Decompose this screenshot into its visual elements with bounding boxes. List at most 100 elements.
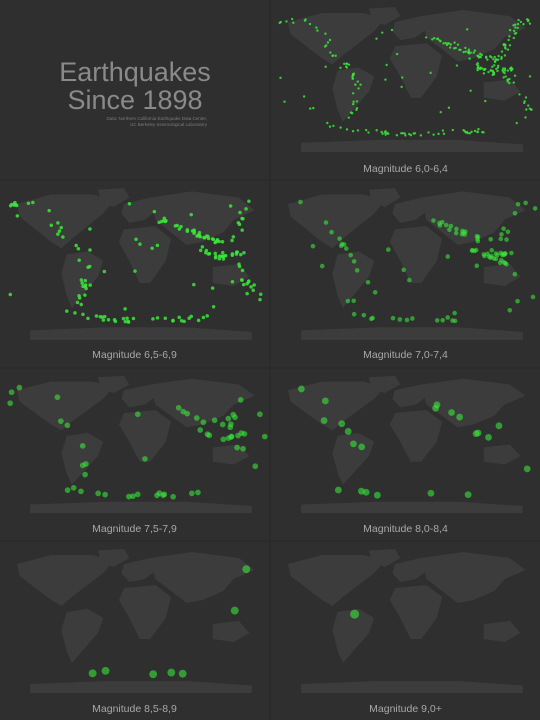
earthquake-dot <box>500 50 504 53</box>
earthquake-dot <box>412 132 415 135</box>
earthquake-dot <box>180 408 187 415</box>
earthquake-dot <box>450 318 455 323</box>
earthquake-dot <box>237 262 241 266</box>
earthquake-dot <box>464 491 472 499</box>
earthquake-dot <box>354 83 357 86</box>
australia-landmass <box>483 79 521 101</box>
panel-caption: Magnitude 8,0-8,4 <box>363 523 448 535</box>
earthquake-dot <box>101 318 106 322</box>
earthquake-dot <box>503 67 507 70</box>
earthquake-dot <box>319 263 325 269</box>
earthquake-dot <box>497 58 500 61</box>
earthquake-dot <box>431 38 434 41</box>
earthquake-dot <box>244 207 248 211</box>
earthquake-dot <box>507 38 510 42</box>
earthquake-dot <box>98 314 103 319</box>
earthquake-dot <box>86 316 90 321</box>
earthquake-dot <box>211 237 216 241</box>
north-america-landmass <box>288 194 385 249</box>
earthquake-dot <box>449 43 453 46</box>
earthquake-dot <box>403 132 406 135</box>
greenland-landmass <box>368 375 401 394</box>
earthquake-dot <box>493 55 496 59</box>
earthquake-dot <box>483 68 486 71</box>
earthquake-dot <box>410 316 415 321</box>
earthquake-dot <box>362 488 370 496</box>
earthquake-dot <box>47 208 51 213</box>
earthquake-dot <box>242 251 246 255</box>
earthquake-dot <box>310 243 316 249</box>
earthquake-dot <box>350 440 357 448</box>
south-america-landmass <box>332 251 375 309</box>
earthquake-dot <box>384 78 387 81</box>
earthquake-dot <box>230 253 235 257</box>
earthquake-dot <box>497 54 500 58</box>
earthquake-dot <box>530 294 536 300</box>
earthquake-dot <box>321 397 329 405</box>
antarctica-landmass <box>301 681 523 693</box>
earthquake-dot <box>472 51 475 54</box>
earthquake-dot <box>334 486 342 494</box>
earthquake-dot <box>370 315 375 321</box>
earthquake-dot <box>70 484 77 491</box>
panel-caption: Magnitude 9,0+ <box>369 703 442 715</box>
earthquake-dot <box>437 220 442 226</box>
earthquake-dot <box>515 201 521 207</box>
earthquake-dot <box>8 292 13 297</box>
africa-landmass <box>389 226 443 283</box>
earthquake-dot <box>79 302 83 307</box>
earthquake-dot <box>196 318 201 323</box>
earthquake-dot <box>290 17 294 21</box>
earthquake-dot <box>439 110 442 114</box>
earthquake-dot <box>197 230 202 235</box>
earthquake-dot <box>502 252 507 258</box>
earthquake-dot <box>205 314 209 318</box>
earthquake-dot <box>481 130 484 134</box>
earthquake-dot <box>189 212 193 217</box>
earthquake-dot <box>150 246 154 251</box>
earthquake-dot <box>513 74 517 77</box>
earthquake-dot <box>7 400 14 407</box>
earthquake-dot <box>498 236 504 242</box>
asia-landmass <box>421 191 526 246</box>
earthquake-dot <box>8 389 15 396</box>
earthquake-dot <box>258 292 263 297</box>
antarctica-landmass <box>30 327 252 340</box>
africa-landmass <box>118 410 172 462</box>
south-america-landmass <box>332 609 375 663</box>
earthquake-dot <box>400 132 403 135</box>
earthquake-dot <box>245 291 249 296</box>
earthquake-dot <box>503 71 506 75</box>
earthquake-dot <box>355 100 359 103</box>
earthquake-dot <box>234 252 239 256</box>
map-panel-mag-8-0: Magnitude 8,0-8,4 <box>271 369 540 540</box>
earthquake-dot <box>484 99 487 103</box>
earthquake-dot <box>285 20 288 23</box>
earthquake-dot <box>152 209 157 214</box>
earthquake-dot <box>427 131 430 134</box>
earthquake-dot <box>79 462 86 469</box>
earthquake-dot <box>88 283 92 287</box>
earthquake-dot <box>508 28 512 32</box>
earthquake-dot <box>532 206 538 211</box>
earthquake-dot <box>61 235 65 239</box>
earthquake-dot <box>221 257 226 261</box>
earthquake-dot <box>121 316 126 321</box>
earthquake-dot <box>200 419 207 426</box>
earthquake-dot <box>436 37 439 41</box>
map-panel-mag-9-0: Magnitude 9,0+ <box>271 542 540 720</box>
earthquake-dot <box>77 293 81 298</box>
earthquake-dot <box>351 77 355 80</box>
earthquake-dot <box>345 62 349 65</box>
earthquake-dot <box>133 269 137 273</box>
earthquake-dot <box>439 39 442 43</box>
earthquake-dot <box>101 666 110 675</box>
earthquake-dot <box>78 488 84 495</box>
earthquake-dot <box>195 489 201 496</box>
earthquake-dot <box>204 248 209 253</box>
earthquake-dot <box>508 35 511 38</box>
earthquake-dot <box>202 235 206 240</box>
earthquake-dot <box>453 41 456 44</box>
earthquake-dot <box>80 281 84 285</box>
earthquake-dot <box>240 268 245 273</box>
